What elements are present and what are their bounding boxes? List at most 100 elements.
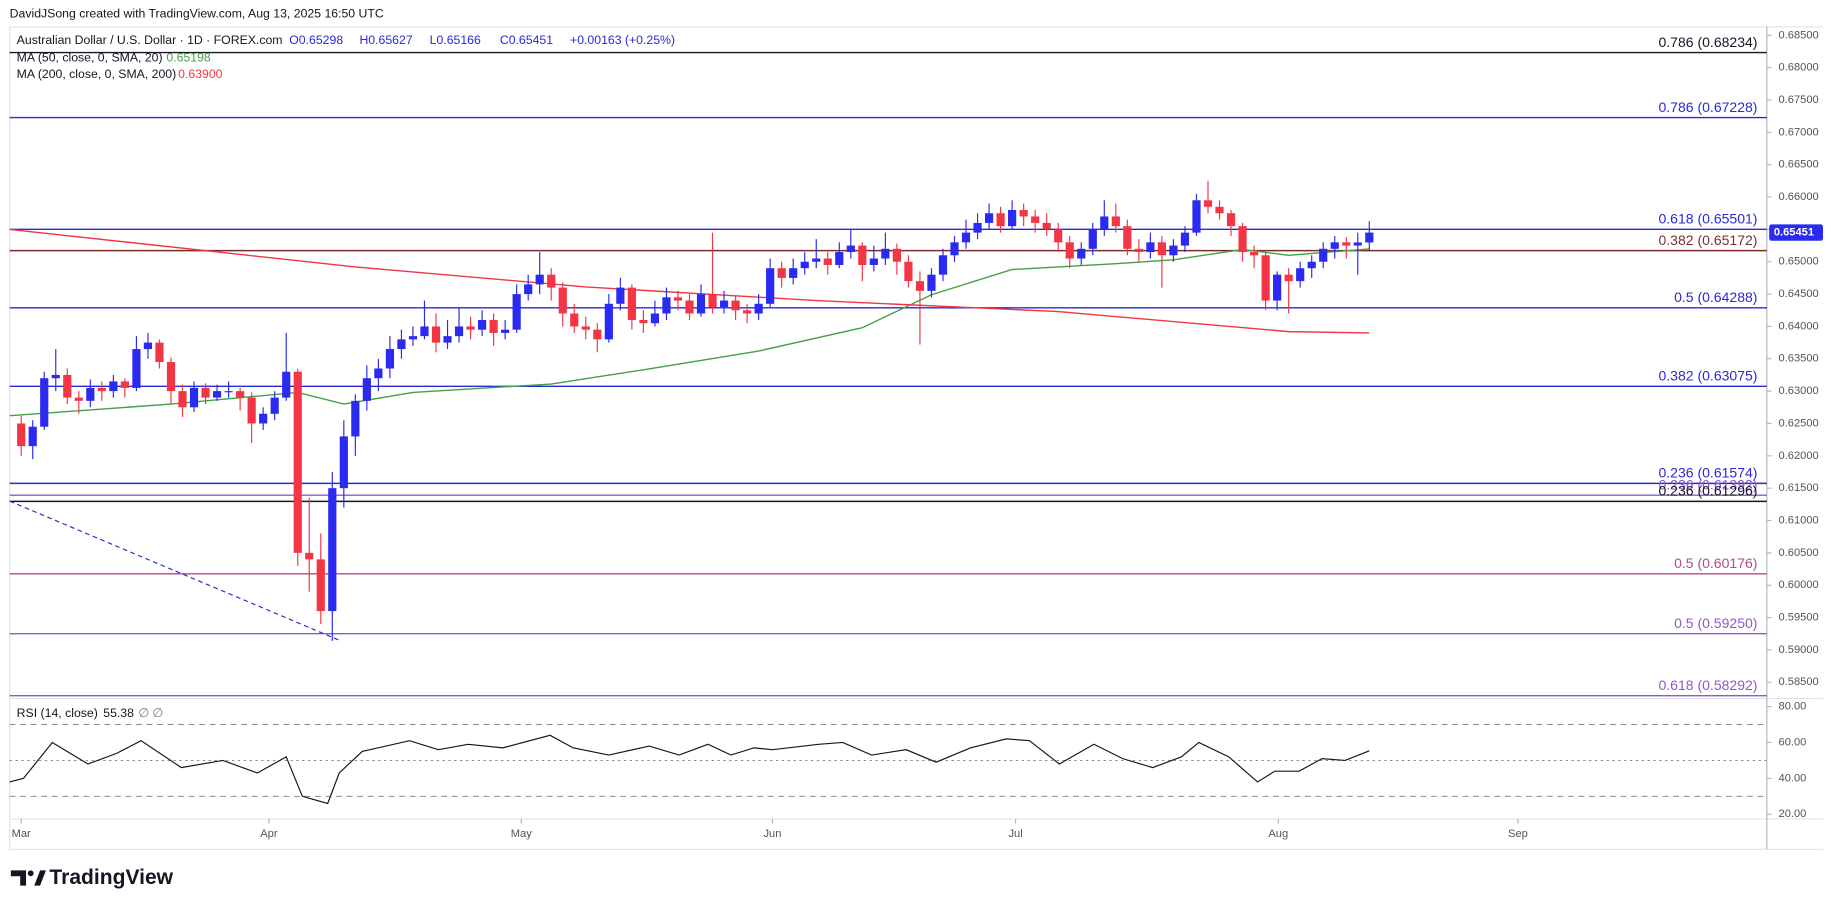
candle-body	[1273, 274, 1282, 301]
candle-body	[155, 342, 164, 363]
candle-body	[1157, 242, 1167, 256]
logo: TradingView	[10, 866, 174, 889]
candle-body	[224, 391, 233, 393]
rsi-y-tick-label: 80.00	[1779, 701, 1807, 713]
candle-body	[1008, 209, 1017, 227]
candle-body	[789, 268, 798, 278]
candle-body	[362, 378, 371, 401]
candle-body	[696, 294, 706, 314]
candle-body	[535, 274, 544, 285]
candle-body	[1123, 226, 1132, 249]
rsi-legend: RSI (14, close)	[17, 706, 98, 720]
candle-body	[823, 258, 832, 265]
y-tick-label: 0.66000	[1779, 191, 1819, 203]
y-tick-label: 0.64500	[1779, 288, 1819, 300]
candle-body	[869, 258, 878, 265]
y-tick-label: 0.67500	[1779, 94, 1819, 106]
y-tick-label: 0.58500	[1779, 676, 1819, 688]
y-tick-label: 0.63500	[1779, 353, 1819, 365]
candle-body	[1042, 222, 1051, 230]
attribution: DavidJSong created with TradingView.com,…	[10, 6, 384, 20]
fib-label: 0.5 (0.60176)	[1674, 555, 1757, 571]
y-tick-label: 0.68500	[1779, 29, 1819, 41]
candle-body	[477, 319, 487, 330]
candle-body	[489, 319, 498, 333]
candle-body	[1019, 209, 1028, 217]
candle-body	[1054, 229, 1063, 243]
candle-body	[328, 488, 337, 612]
ma-legend-value: 0.65198	[166, 51, 211, 65]
candle-body	[639, 319, 648, 324]
candle-body	[397, 339, 406, 350]
fib-label: 0.382 (0.65172)	[1659, 232, 1758, 248]
candle-body	[212, 391, 222, 398]
candle-body	[858, 245, 867, 265]
candle-body	[1261, 255, 1270, 301]
rsi-y-tick-label: 20.00	[1779, 808, 1807, 820]
y-tick-label: 0.67000	[1779, 126, 1819, 138]
fib-label: 0.5 (0.59250)	[1674, 615, 1757, 631]
fib-label: 0.618 (0.65501)	[1659, 211, 1758, 227]
candle-body	[189, 387, 199, 408]
rsi-y-tick-label: 60.00	[1779, 736, 1807, 748]
ma-legend-value: 0.63900	[178, 67, 223, 81]
candle-body	[351, 400, 360, 437]
candle-body	[1342, 242, 1351, 246]
candle-body	[201, 387, 210, 398]
candle-body	[282, 371, 291, 398]
candle-body	[673, 297, 683, 301]
candle-body	[1226, 213, 1236, 227]
moving-average	[9, 248, 1370, 417]
candle-body	[743, 310, 752, 314]
candle-body	[1088, 229, 1097, 249]
ma-legend: MA (50, close, 0, SMA, 20)	[17, 51, 163, 65]
y-tick-label: 0.62500	[1779, 417, 1819, 429]
y-tick-label: 0.66500	[1779, 159, 1819, 171]
candle-body	[593, 329, 602, 340]
fib-label: 0.236 (0.61574)	[1659, 465, 1758, 481]
y-tick-label: 0.61500	[1779, 482, 1819, 494]
candle-body	[1353, 242, 1362, 246]
candle-body	[1365, 232, 1374, 243]
x-tick-label: Jun	[763, 828, 781, 840]
candle-body	[385, 349, 395, 369]
candle-body	[120, 381, 129, 388]
candle-body	[835, 252, 844, 265]
y-tick-label: 0.59000	[1779, 644, 1819, 656]
candle-body	[766, 268, 775, 304]
candle-body	[109, 381, 118, 392]
candle-body	[293, 371, 302, 553]
y-tick-label: 0.60000	[1779, 579, 1819, 591]
y-tick-label: 0.65000	[1779, 256, 1819, 268]
fib-label: 0.236 (0.61392)	[1659, 476, 1758, 492]
candle-body	[961, 232, 971, 243]
candle-body	[1203, 200, 1213, 207]
candle-body	[1031, 216, 1040, 223]
candle-body	[616, 287, 625, 304]
candle-body	[927, 274, 936, 291]
symbol: Australian Dollar / U.S. Dollar · 1D · F…	[17, 33, 283, 47]
candle-body	[1100, 216, 1109, 230]
candle-body	[443, 336, 452, 343]
candle-body	[143, 342, 153, 350]
logo-icon	[10, 870, 27, 886]
candle-body	[40, 378, 49, 427]
candle-body	[305, 552, 314, 560]
y-tick-label: 0.63000	[1779, 385, 1819, 397]
candle-body	[166, 362, 176, 392]
candle-body	[777, 268, 786, 278]
candle-body	[904, 261, 913, 282]
x-tick-label: Apr	[260, 828, 278, 840]
candle-body	[708, 294, 717, 308]
candle-body	[524, 284, 533, 295]
candle-body	[466, 326, 475, 330]
candle-body	[1238, 226, 1247, 253]
last-price-box	[1769, 224, 1823, 241]
candle-body	[662, 297, 671, 314]
candle-body	[1077, 248, 1086, 259]
candle-body	[570, 313, 579, 327]
legend-low: L0.65166	[430, 33, 481, 47]
candle-body	[604, 303, 613, 340]
